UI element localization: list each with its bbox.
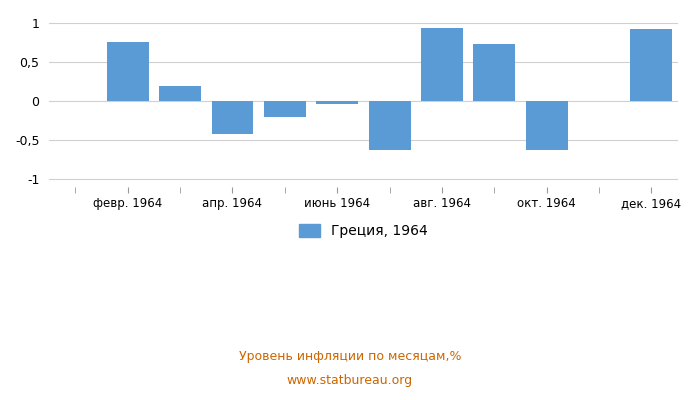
Text: Уровень инфляции по месяцам,%: Уровень инфляции по месяцам,% [239, 350, 461, 363]
Bar [421, 28, 463, 101]
Bar [631, 29, 672, 101]
Legend: Греция, 1964: Греция, 1964 [293, 219, 433, 244]
Bar [526, 101, 568, 150]
Bar [107, 42, 148, 101]
Text: www.statbureau.org: www.statbureau.org [287, 374, 413, 387]
Bar [316, 101, 358, 104]
Bar [473, 44, 515, 101]
Bar [369, 101, 410, 150]
Bar [211, 101, 253, 134]
Bar [159, 86, 201, 101]
Bar [264, 101, 306, 117]
